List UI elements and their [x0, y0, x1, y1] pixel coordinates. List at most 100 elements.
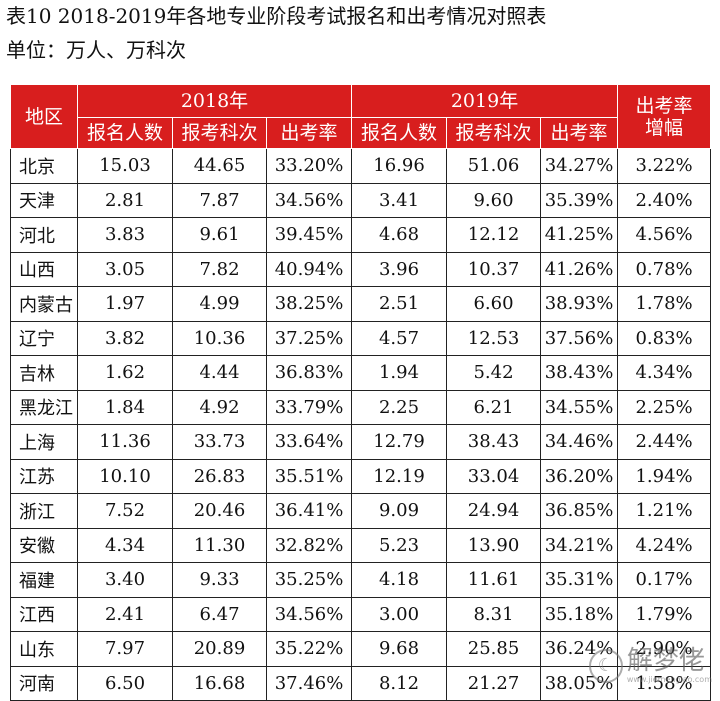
table-row: 内蒙古 1.97 4.99 38.25% 2.51 6.60 38.93% 1.78% [10, 286, 712, 322]
applicants-2018-cell: 3.82 [77, 321, 173, 356]
attendance-2018-cell: 33.79% [265, 390, 353, 425]
applicants-2018-cell: 7.97 [77, 631, 173, 667]
applicants-2018-cell: 2.41 [77, 597, 173, 632]
attendance-2019-cell: 34.27% [540, 148, 619, 184]
applicants-2018-cell: 2.81 [77, 183, 173, 218]
applicants-2018-cell: 4.34 [77, 528, 173, 563]
growth-cell: 2.44% [617, 424, 712, 460]
table-row: 上海 11.36 33.73 33.64% 12.79 38.43 34.46% 2.44% [10, 424, 712, 460]
subjects-2018-cell: 4.92 [172, 390, 267, 425]
table-row: 福建 3.40 9.33 35.25% 4.18 11.61 35.31% 0.17% [10, 562, 712, 598]
subjects-2018-cell: 7.87 [172, 183, 267, 218]
subjects-2019-cell: 10.37 [446, 252, 542, 287]
subjects-2018-header: 报考科次 [172, 117, 267, 149]
attendance-2018-cell: 36.41% [265, 493, 353, 529]
subjects-2018-cell: 9.33 [172, 562, 267, 598]
attendance-2019-cell: 35.18% [540, 597, 619, 632]
applicants-2018-cell: 3.83 [77, 217, 173, 253]
growth-cell: 2.40% [617, 183, 712, 218]
applicants-2018-cell: 6.50 [77, 666, 173, 701]
applicants-2018-cell: 1.62 [77, 355, 173, 391]
region-cell: 吉林 [10, 355, 78, 391]
table-title: 表10 2018-2019年各地专业阶段考试报名和出考情况对照表 [6, 4, 547, 28]
subjects-2019-cell: 11.61 [446, 562, 542, 598]
attendance-2018-cell: 32.82% [265, 528, 353, 563]
applicants-2018-cell: 3.05 [77, 252, 173, 287]
attendance-2019-cell: 41.25% [540, 217, 619, 253]
subjects-2019-cell: 13.90 [446, 528, 542, 563]
attendance-2018-cell: 40.94% [265, 252, 353, 287]
attendance-2019-header: 出考率 [540, 117, 619, 149]
growth-cell: 1.94% [617, 459, 712, 494]
subjects-2018-cell: 11.30 [172, 528, 267, 563]
table-row: 黑龙江 1.84 4.92 33.79% 2.25 6.21 34.55% 2.25% [10, 390, 712, 425]
attendance-2019-cell: 34.21% [540, 528, 619, 563]
applicants-2018-cell: 7.52 [77, 493, 173, 529]
region-cell: 安徽 [10, 528, 78, 563]
attendance-2019-cell: 37.56% [540, 321, 619, 356]
applicants-2018-header: 报名人数 [77, 117, 173, 149]
region-cell: 河北 [10, 217, 78, 253]
attendance-2018-cell: 33.20% [265, 148, 353, 184]
region-cell: 福建 [10, 562, 78, 598]
region-header: 地区 [10, 84, 78, 149]
applicants-2018-cell: 1.97 [77, 286, 173, 322]
watermark: ☾ 解梦佬 www.jiemenglao.com [588, 647, 712, 684]
attendance-2019-cell: 35.31% [540, 562, 619, 598]
subjects-2018-cell: 20.46 [172, 493, 267, 529]
region-cell: 黑龙江 [10, 390, 78, 425]
table-row: 江苏 10.10 26.83 35.51% 12.19 33.04 36.20% 1.94% [10, 459, 712, 494]
applicants-2019-cell: 5.23 [351, 528, 448, 563]
attendance-2018-cell: 35.51% [265, 459, 353, 494]
attendance-2018-cell: 35.22% [265, 631, 353, 667]
applicants-2019-cell: 4.57 [351, 321, 448, 356]
year-2018-header: 2018年 [76, 84, 353, 118]
growth-header: 出考率 增幅 [617, 84, 712, 149]
applicants-2019-cell: 2.51 [351, 286, 448, 322]
applicants-2019-cell: 9.09 [351, 493, 448, 529]
growth-cell: 0.78% [617, 252, 712, 287]
region-cell: 内蒙古 [10, 286, 78, 322]
region-cell: 北京 [10, 148, 78, 184]
applicants-2019-cell: 9.68 [351, 631, 448, 667]
subjects-2019-cell: 21.27 [446, 666, 542, 701]
unit-note: 单位：万人、万科次 [6, 38, 186, 62]
subjects-2019-header: 报考科次 [446, 117, 542, 149]
growth-cell: 0.17% [617, 562, 712, 598]
attendance-2018-cell: 37.25% [265, 321, 353, 356]
applicants-2019-cell: 12.19 [351, 459, 448, 494]
subjects-2018-cell: 10.36 [172, 321, 267, 356]
applicants-2019-cell: 8.12 [351, 666, 448, 701]
region-cell: 山西 [10, 252, 78, 287]
applicants-2019-cell: 3.96 [351, 252, 448, 287]
applicants-2019-cell: 4.68 [351, 217, 448, 253]
applicants-2019-cell: 1.94 [351, 355, 448, 391]
applicants-2019-cell: 16.96 [351, 148, 448, 184]
subjects-2018-cell: 4.44 [172, 355, 267, 391]
exam-comparison-table: 地区 2018年 2019年 出考率 增幅 报名人数 报考科次 出考率 报名人数 … [10, 84, 712, 701]
applicants-2019-cell: 3.41 [351, 183, 448, 218]
table-body: 北京 15.03 44.65 33.20% 16.96 51.06 34.27% 3.22% 天… [10, 148, 712, 701]
subjects-2019-cell: 25.85 [446, 631, 542, 667]
attendance-2018-cell: 34.56% [265, 597, 353, 632]
subjects-2018-cell: 20.89 [172, 631, 267, 667]
attendance-2019-cell: 34.55% [540, 390, 619, 425]
growth-cell: 2.90% [617, 631, 712, 667]
attendance-2019-cell: 35.39% [540, 183, 619, 218]
attendance-2019-cell: 36.85% [540, 493, 619, 529]
growth-cell: 4.56% [617, 217, 712, 253]
region-cell: 浙江 [10, 493, 78, 529]
subjects-2018-cell: 33.73 [172, 424, 267, 460]
table-row: 浙江 7.52 20.46 36.41% 9.09 24.94 36.85% 1.21% [10, 493, 712, 529]
attendance-2018-cell: 39.45% [265, 217, 353, 253]
applicants-2019-cell: 4.18 [351, 562, 448, 598]
attendance-2019-cell: 41.26% [540, 252, 619, 287]
attendance-2018-cell: 36.83% [265, 355, 353, 391]
table-row: 山西 3.05 7.82 40.94% 3.96 10.37 41.26% 0.78% [10, 252, 712, 287]
region-cell: 河南 [10, 666, 78, 701]
attendance-2019-cell: 38.93% [540, 286, 619, 322]
attendance-2019-cell: 36.20% [540, 459, 619, 494]
applicants-2018-cell: 1.84 [77, 390, 173, 425]
applicants-2018-cell: 10.10 [77, 459, 173, 494]
table-row: 辽宁 3.82 10.36 37.25% 4.57 12.53 37.56% 0.83% [10, 321, 712, 356]
